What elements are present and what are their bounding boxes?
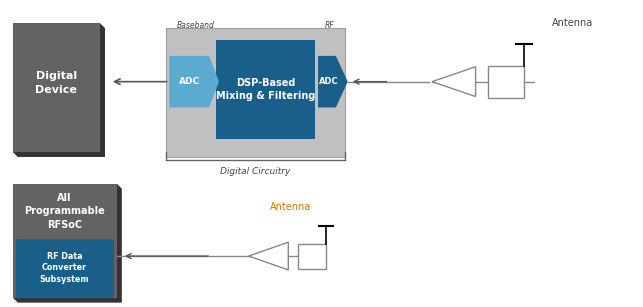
Text: Antenna: Antenna [269,201,311,212]
Bar [167,28,345,157]
FancyBboxPatch shape [16,239,114,298]
Bar [489,66,524,98]
Polygon shape [318,56,348,107]
Bar [13,184,117,298]
Text: Antenna: Antenna [552,18,593,28]
Polygon shape [249,242,288,270]
Bar [13,23,100,152]
Polygon shape [13,23,105,157]
Text: Baseband: Baseband [177,21,215,30]
Text: Digital
Device: Digital Device [35,71,77,95]
Text: All
Programmable
RFSoC: All Programmable RFSoC [24,193,105,230]
Bar [216,40,315,139]
Text: ADC: ADC [179,77,200,86]
Text: RF: RF [325,21,335,30]
Text: DSP-Based
Mixing & Filtering: DSP-Based Mixing & Filtering [216,78,315,101]
Bar [298,244,326,269]
Polygon shape [169,56,219,107]
Polygon shape [432,67,476,96]
Text: Digital Circuitry: Digital Circuitry [221,167,291,176]
Text: ADC: ADC [319,77,339,86]
Polygon shape [13,184,122,303]
Text: RF Data
Converter
Subsystem: RF Data Converter Subsystem [39,252,89,284]
